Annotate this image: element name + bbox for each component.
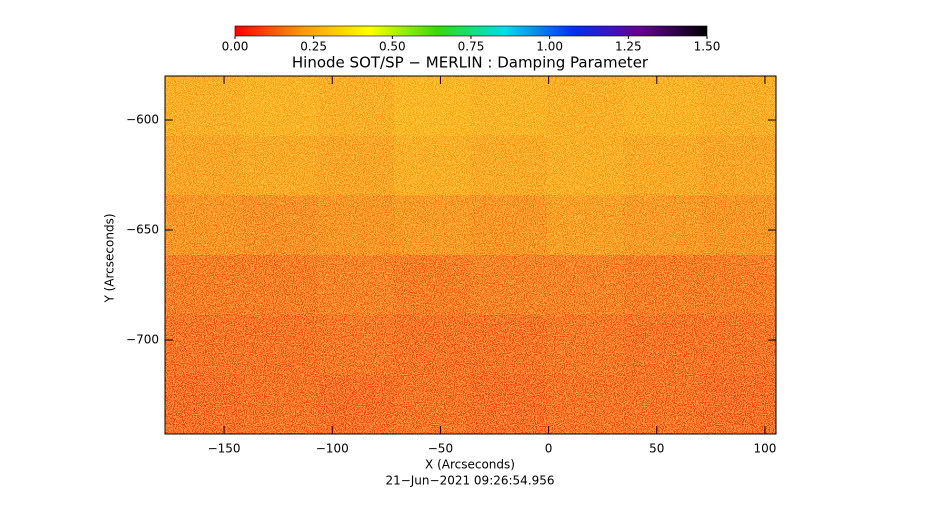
y-tick-label: −700 <box>126 333 159 347</box>
y-axis-label: Y (Arcseconds) <box>103 213 117 303</box>
x-tick-label: −150 <box>208 442 241 456</box>
colorbar-tick-label: 0.75 <box>458 40 485 54</box>
x-tick-label: 0 <box>545 442 553 456</box>
colorbar-tick-label: 0.00 <box>222 40 249 54</box>
colorbar-tick-label: 0.25 <box>300 40 327 54</box>
colorbar-tick-label: 1.00 <box>536 40 563 54</box>
x-tick-label: −100 <box>316 442 349 456</box>
y-tick-label: −600 <box>126 113 159 127</box>
y-tick-label: −650 <box>126 223 159 237</box>
colorbar-tick-label: 1.50 <box>694 40 721 54</box>
x-tick-label: −50 <box>428 442 453 456</box>
chart-title: Hinode SOT/SP − MERLIN : Damping Paramet… <box>292 54 649 72</box>
colorbar-tick-label: 0.50 <box>379 40 406 54</box>
footer-date: 21−Jun−2021 09:26:54.956 <box>385 474 554 488</box>
colorbar <box>234 25 708 37</box>
x-axis-label: X (Arcseconds) <box>425 458 515 472</box>
x-tick-label: 50 <box>649 442 664 456</box>
colorbar-tick-label: 1.25 <box>615 40 642 54</box>
texture <box>165 76 776 434</box>
plot-frame <box>164 75 777 435</box>
x-tick-label: 100 <box>754 442 777 456</box>
